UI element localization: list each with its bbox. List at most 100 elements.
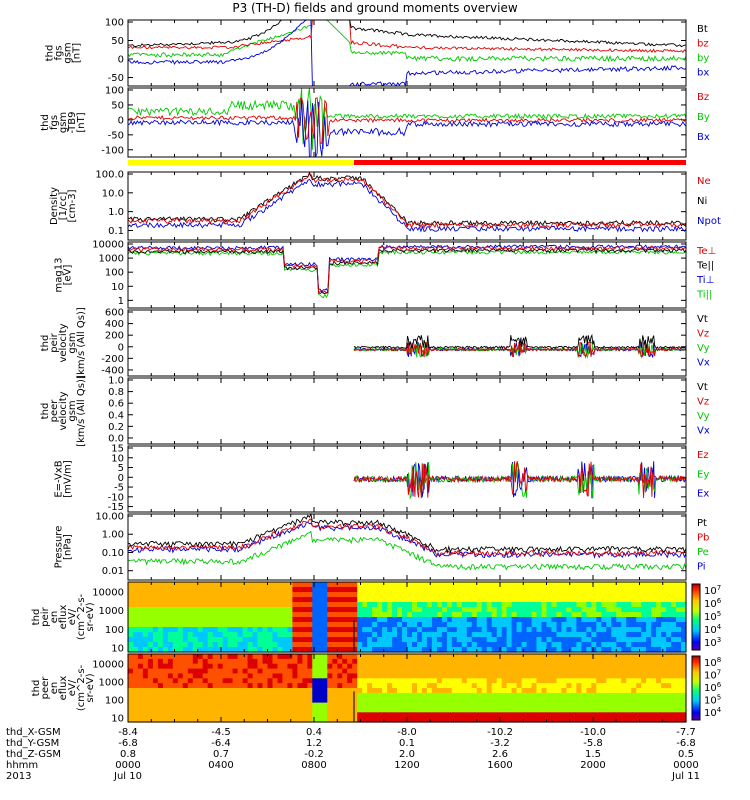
y-axis-label: gsm	[67, 400, 78, 421]
series-Te⊥	[127, 245, 687, 295]
y-tick-label: 100	[105, 86, 124, 97]
y-tick-label: -400	[101, 365, 124, 376]
ephemeris-value-x: -10.0	[580, 727, 606, 738]
ephemeris-value-x: 0.4	[306, 727, 322, 738]
series-Pe	[127, 530, 687, 571]
series-bx	[127, 19, 687, 88]
y-axis-label: thd	[31, 680, 42, 697]
series-By	[127, 87, 687, 150]
y-tick-label: 100	[105, 696, 124, 707]
panel-pressure: Pressure[nPa] 10.00 1.00 0.10 0.01 Pt Pb Pe Pi	[54, 512, 709, 581]
series-Pt	[127, 512, 687, 554]
legend-entry: Ey	[697, 469, 709, 480]
legend-entry: Vx	[697, 426, 710, 437]
panel-temp: mag13[eV] 10000 1000 100 10 1 Te⊥ Te|| Ti⊥ Ti||	[54, 240, 716, 309]
legend-entry: Ez	[697, 450, 709, 461]
ephemeris-value-hhmm: 1200	[394, 760, 419, 771]
y-tick-label: -10	[108, 492, 124, 503]
ephemeris-value-hhmm: 0000	[115, 760, 140, 771]
y-axis-label: velocity	[58, 323, 69, 362]
y-axis-label: mag13	[54, 258, 65, 293]
y-tick-label: 10	[111, 644, 124, 655]
y-axis-label: eV/	[67, 608, 78, 625]
ephemeris-value-y: -3.2	[490, 738, 510, 749]
series-Ex	[353, 461, 687, 499]
y-tick-label: 1.0	[108, 207, 124, 218]
legend-entry: Bx	[697, 132, 710, 143]
y-axis-label: (cm^2-s-	[76, 664, 87, 711]
legend-entry: Vy	[697, 411, 710, 422]
colorbar-tick-label: 107	[704, 669, 721, 682]
series-Ne	[127, 173, 687, 229]
y-tick-label: 400	[105, 319, 124, 330]
legend-entry: Ni	[697, 196, 707, 207]
series-Pb	[127, 518, 687, 558]
ephemeris-value-hhmm: 0400	[208, 760, 233, 771]
mode-bar-slow	[128, 160, 354, 165]
y-tick-label: 0.6	[108, 399, 124, 410]
y-tick-label: 100	[105, 18, 124, 29]
y-tick-label: 10	[111, 282, 124, 293]
y-tick-label: 0.10	[102, 548, 124, 559]
y-tick-label: -50	[108, 130, 124, 141]
colorbar-tick-label: 106	[704, 681, 722, 694]
y-axis-label: [km/s (All Qs)]	[76, 307, 87, 379]
ephemeris-value-z: 0.8	[120, 749, 136, 760]
series-by	[127, 19, 687, 63]
colorbar-tick-label: 107	[704, 584, 721, 597]
series-bt	[127, 19, 686, 48]
y-axis-label: thd	[40, 403, 51, 420]
y-tick-label: -100	[101, 145, 124, 156]
y-axis-label: thd	[31, 609, 42, 626]
y-axis-label: Density	[49, 187, 60, 225]
y-axis-label: [cm-3]	[67, 189, 78, 222]
y-tick-label: 100	[105, 268, 124, 279]
legend-entry: Pe	[697, 547, 709, 558]
y-tick-label: 10.00	[95, 512, 124, 523]
legend-entry: Vz	[697, 397, 709, 408]
y-axis-label: peir	[49, 332, 60, 352]
y-axis-label: eflux	[58, 605, 69, 630]
panel-frame	[127, 377, 687, 445]
y-axis-label: [nT]	[76, 112, 87, 132]
ephemeris-value-y: -6.4	[211, 738, 231, 749]
legend-entry: Ti||	[696, 290, 712, 301]
colorbar-tick-label: 105	[704, 610, 721, 623]
y-tick-label: -5	[114, 483, 124, 494]
y-axis-label: (cm^2-s-	[76, 593, 87, 640]
ephemeris-value-y: -6.8	[118, 738, 138, 749]
y-axis-label: [km/s (All Qs)]	[76, 375, 87, 447]
legend-entry: Te||	[696, 261, 714, 272]
legend-entry: Bt	[697, 24, 708, 35]
y-tick-label: 0	[118, 55, 124, 66]
panel-frame	[127, 171, 687, 241]
y-axis-label: E=-VxB	[54, 460, 65, 497]
y-tick-label: 100.0	[95, 170, 124, 181]
y-tick-label: -200	[101, 354, 124, 365]
colorbar-tick-label: 108	[704, 656, 721, 669]
ephemeris-value-x: -8.4	[118, 727, 138, 738]
legend-entry: by	[697, 53, 709, 64]
y-axis-label: peir	[40, 606, 51, 626]
legend-entry: Npot	[697, 216, 721, 227]
colorbar-tick-label: 103	[704, 636, 721, 649]
y-axis-label: [1/cc]	[58, 192, 69, 221]
legend-entry: Vx	[697, 358, 710, 369]
y-tick-label: 0.2	[108, 422, 124, 433]
colorbar	[691, 583, 701, 651]
series-Vz	[353, 341, 687, 359]
y-axis-label: eV/	[67, 679, 78, 696]
legend-entry: bx	[697, 68, 709, 79]
ephemeris-value-hhmm: 1600	[487, 760, 512, 771]
ephemeris-row-label: 2013	[6, 771, 31, 782]
y-axis-label: eflux	[58, 676, 69, 701]
ephemeris-value-z: -0.2	[304, 749, 324, 760]
colorbar-tick-label: 104	[704, 623, 722, 636]
series-Ni	[127, 171, 687, 227]
y-axis-label: peer	[49, 399, 60, 423]
